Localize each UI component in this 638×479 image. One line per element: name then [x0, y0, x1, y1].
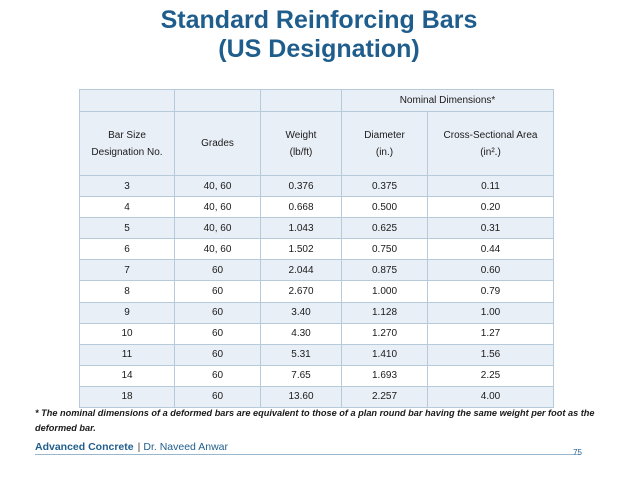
table-cell: 3.40 — [260, 301, 342, 324]
table-row: 18 60 13.60 2.257 4.00 — [79, 385, 554, 409]
col-header-grades: Grades — [174, 111, 261, 176]
table-cell: 40, 60 — [174, 174, 261, 198]
table-row: 8 60 2.670 1.000 0.79 — [79, 280, 554, 303]
table-cell: 40, 60 — [174, 196, 261, 219]
table-cell: 60 — [174, 259, 261, 282]
title-line-1: Standard Reinforcing Bars — [160, 6, 478, 34]
table-cell: 5.31 — [260, 343, 342, 366]
table-row: 9 60 3.40 1.128 1.00 — [79, 301, 554, 324]
table-cell: 1.000 — [341, 280, 428, 303]
table-cell: 2.257 — [341, 385, 428, 409]
table-cell: 6 — [79, 238, 175, 261]
table-cell: 1.00 — [427, 301, 554, 324]
table-cell: 11 — [79, 343, 175, 366]
table-cell: 18 — [79, 385, 175, 409]
col-header-area: Cross-Sectional Area (in².) — [427, 111, 554, 176]
empty-header-cell — [260, 89, 342, 112]
table-cell: 0.60 — [427, 259, 554, 282]
col-header-bar-size: Bar Size Designation No. — [79, 111, 175, 176]
table-cell: 1.56 — [427, 343, 554, 366]
table-cell: 1.502 — [260, 238, 342, 261]
table-cell: 0.750 — [341, 238, 428, 261]
table-cell: 1.410 — [341, 343, 428, 366]
table-row: 7 60 2.044 0.875 0.60 — [79, 259, 554, 282]
table-cell: 60 — [174, 280, 261, 303]
table-cell: 1.693 — [341, 364, 428, 387]
table-row: 11 60 5.31 1.410 1.56 — [79, 343, 554, 366]
table-cell: 7.65 — [260, 364, 342, 387]
table-cell: 0.31 — [427, 217, 554, 240]
table-cell: 60 — [174, 301, 261, 324]
table-row: 6 40, 60 1.502 0.750 0.44 — [79, 238, 554, 261]
table-cell: 7 — [79, 259, 175, 282]
slide-footer: Advanced Concrete | Dr. Naveed Anwar — [35, 441, 228, 453]
table-cell: 9 — [79, 301, 175, 324]
table-cell: 0.875 — [341, 259, 428, 282]
table-row: 4 40, 60 0.668 0.500 0.20 — [79, 196, 554, 219]
table-cell: 1.128 — [341, 301, 428, 324]
slide-title: Standard Reinforcing Bars (US Designatio… — [0, 6, 638, 64]
table-cell: 3 — [79, 174, 175, 198]
table-cell: 2.25 — [427, 364, 554, 387]
nominal-dimensions-header: Nominal Dimensions* — [341, 89, 554, 112]
title-line-2: (US Designation) — [218, 35, 420, 63]
table-cell: 0.20 — [427, 196, 554, 219]
footer-divider — [35, 454, 580, 455]
table-cell: 14 — [79, 364, 175, 387]
column-header-row: Bar Size Designation No. Grades Weight (lb… — [79, 111, 554, 176]
table-cell: 60 — [174, 385, 261, 409]
table-cell: 4.30 — [260, 322, 342, 345]
table-cell: 0.375 — [341, 174, 428, 198]
table-cell: 4 — [79, 196, 175, 219]
table-row: 14 60 7.65 1.693 2.25 — [79, 364, 554, 387]
footer-separator: | — [137, 441, 141, 453]
table-cell: 1.043 — [260, 217, 342, 240]
table-cell: 60 — [174, 343, 261, 366]
table-row: 10 60 4.30 1.270 1.27 — [79, 322, 554, 345]
table-cell: 4.00 — [427, 385, 554, 409]
table-cell: 0.668 — [260, 196, 342, 219]
page-number: 75 — [573, 448, 582, 457]
table-cell: 0.11 — [427, 174, 554, 198]
col-header-weight: Weight (lb/ft) — [260, 111, 342, 176]
table-cell: 1.270 — [341, 322, 428, 345]
footnote: * The nominal dimensions of a deformed b… — [35, 408, 595, 433]
table-row: 5 40, 60 1.043 0.625 0.31 — [79, 217, 554, 240]
empty-header-cell — [79, 89, 175, 112]
table-cell: 0.500 — [341, 196, 428, 219]
table-cell: 2.044 — [260, 259, 342, 282]
table-row: 3 40, 60 0.376 0.375 0.11 — [79, 174, 554, 198]
table-cell: 13.60 — [260, 385, 342, 409]
group-header-row: Nominal Dimensions* — [79, 89, 554, 112]
table-cell: 1.27 — [427, 322, 554, 345]
table-cell: 60 — [174, 364, 261, 387]
rebar-table: Nominal Dimensions* Bar Size Designation … — [79, 89, 554, 409]
footer-course: Advanced Concrete — [35, 441, 134, 453]
footer-author: Dr. Naveed Anwar — [143, 441, 228, 453]
table-cell: 40, 60 — [174, 217, 261, 240]
table-cell: 5 — [79, 217, 175, 240]
table-cell: 0.625 — [341, 217, 428, 240]
table-cell: 0.79 — [427, 280, 554, 303]
table-cell: 0.44 — [427, 238, 554, 261]
table-cell: 8 — [79, 280, 175, 303]
table-cell: 0.376 — [260, 174, 342, 198]
empty-header-cell — [174, 89, 261, 112]
table-cell: 60 — [174, 322, 261, 345]
table-body: 3 40, 60 0.376 0.375 0.11 4 40, 60 0.668 0.500 0.… — [79, 174, 554, 409]
table-cell: 40, 60 — [174, 238, 261, 261]
table-cell: 2.670 — [260, 280, 342, 303]
col-header-diameter: Diameter (in.) — [341, 111, 428, 176]
table-cell: 10 — [79, 322, 175, 345]
